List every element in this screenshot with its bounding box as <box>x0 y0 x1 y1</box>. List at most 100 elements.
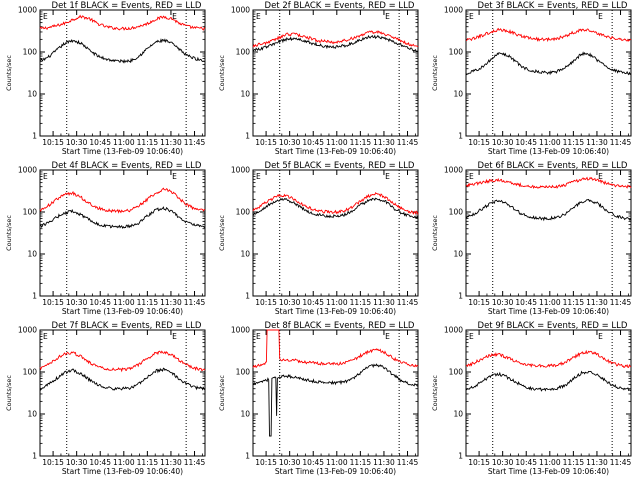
x-tick-label: 11:30 <box>160 298 182 307</box>
x-tick-label: 11:15 <box>137 298 159 307</box>
chart-svg: Det 6f BLACK = Events, RED = LLD 1 10 100 10… <box>431 161 632 316</box>
x-tick-label: 10:30 <box>492 458 514 467</box>
y-tick-label: 1 <box>458 132 463 141</box>
event-marker-label: E <box>172 12 177 21</box>
plot-frame <box>252 329 419 457</box>
y-tick-label: 1 <box>458 452 463 461</box>
chart-svg: Det 8f BLACK = Events, RED = LLD 1 10 100 10… <box>218 321 419 476</box>
x-tick-label: 10:45 <box>89 298 111 307</box>
x-tick-label: 11:45 <box>184 458 206 467</box>
x-tick-label: 11:30 <box>586 138 608 147</box>
x-tick-label: 11:00 <box>539 138 561 147</box>
x-tick-label: 11:00 <box>326 298 348 307</box>
series-line-lld <box>466 349 632 368</box>
x-tick-label: 10:30 <box>492 298 514 307</box>
y-tick-label: 1000 <box>231 166 250 175</box>
x-tick-label: 10:45 <box>302 138 324 147</box>
series-line-lld <box>252 329 419 369</box>
y-axis-label: Counts/sec <box>431 215 439 251</box>
y-tick-label: 10 <box>27 410 37 419</box>
panel-title: Det 2f BLACK = Events, RED = LLD <box>265 1 415 11</box>
y-tick-label: 10 <box>240 410 250 419</box>
panel-title: Det 5f BLACK = Events, RED = LLD <box>265 161 415 171</box>
x-tick-label: 11:45 <box>397 298 419 307</box>
x-tick-label: 10:15 <box>468 138 490 147</box>
y-axis-label: Counts/sec <box>5 55 13 91</box>
y-tick-label: 10 <box>453 250 463 259</box>
x-tick-label: 11:15 <box>563 138 585 147</box>
y-tick-label: 1 <box>245 292 250 301</box>
detector-panel: Det 5f BLACK = Events, RED = LLD 1 10 100 10… <box>213 160 426 320</box>
y-tick-label: 10 <box>453 410 463 419</box>
x-axis-label: Start Time (13-Feb-09 10:06:40) <box>62 307 183 316</box>
x-tick-label: 11:00 <box>326 138 348 147</box>
x-tick-label: 11:45 <box>184 138 206 147</box>
y-tick-label: 100 <box>236 48 251 57</box>
event-marker-label: E <box>43 332 48 341</box>
detector-panel: Det 2f BLACK = Events, RED = LLD 1 10 100 10… <box>213 0 426 160</box>
x-tick-label: 11:30 <box>373 138 395 147</box>
x-tick-label: 11:30 <box>160 458 182 467</box>
x-tick-label: 11:15 <box>563 458 585 467</box>
y-tick-label: 100 <box>23 208 38 217</box>
event-marker-label: E <box>256 332 261 341</box>
event-marker-label: E <box>598 172 603 181</box>
series-line-lld <box>39 350 206 373</box>
x-axis-label: Start Time (13-Feb-09 10:06:40) <box>488 147 609 156</box>
y-axis-label: Counts/sec <box>431 55 439 91</box>
y-tick-label: 100 <box>23 368 38 377</box>
chart-svg: Det 3f BLACK = Events, RED = LLD 1 10 100 10… <box>431 1 632 156</box>
y-tick-label: 100 <box>449 368 464 377</box>
series-line-lld <box>39 187 206 214</box>
plot-frame <box>39 169 206 297</box>
y-tick-label: 1000 <box>231 6 250 15</box>
y-tick-label: 1 <box>32 132 37 141</box>
x-tick-label: 10:15 <box>255 458 277 467</box>
chart-svg: Det 2f BLACK = Events, RED = LLD 1 10 100 10… <box>218 1 419 156</box>
series-line-events <box>39 38 206 64</box>
x-axis-label: Start Time (13-Feb-09 10:06:40) <box>275 307 396 316</box>
y-tick-label: 1 <box>458 292 463 301</box>
series-line-events <box>252 34 419 53</box>
event-marker-label: E <box>172 172 177 181</box>
event-marker-label: E <box>469 332 474 341</box>
x-tick-label: 11:00 <box>113 458 135 467</box>
y-tick-label: 100 <box>236 368 251 377</box>
y-tick-label: 1000 <box>444 166 463 175</box>
event-marker-label: E <box>598 332 603 341</box>
x-tick-label: 11:15 <box>350 138 372 147</box>
chart-svg: Det 9f BLACK = Events, RED = LLD 1 10 100 10… <box>431 321 632 476</box>
series-line-events <box>252 363 419 437</box>
y-axis-label: Counts/sec <box>5 215 13 251</box>
x-tick-label: 11:15 <box>137 138 159 147</box>
x-tick-label: 11:45 <box>184 298 206 307</box>
detector-panel: Det 9f BLACK = Events, RED = LLD 1 10 100 10… <box>426 320 639 480</box>
series-line-events <box>252 197 419 219</box>
series-line-lld <box>465 176 632 190</box>
x-axis-label: Start Time (13-Feb-09 10:06:40) <box>275 467 396 476</box>
x-tick-label: 11:15 <box>350 298 372 307</box>
x-axis-label: Start Time (13-Feb-09 10:06:40) <box>275 147 396 156</box>
plot-frame <box>465 9 632 137</box>
event-marker-label: E <box>385 332 390 341</box>
x-tick-label: 10:45 <box>515 298 537 307</box>
x-tick-label: 10:15 <box>255 138 277 147</box>
chart-svg: Det 7f BLACK = Events, RED = LLD 1 10 100 10… <box>5 321 206 476</box>
x-tick-label: 11:45 <box>397 138 419 147</box>
x-tick-label: 11:30 <box>586 458 608 467</box>
series-line-events <box>465 370 632 392</box>
plot-frame <box>252 9 419 137</box>
y-tick-label: 1000 <box>18 166 37 175</box>
x-tick-label: 11:30 <box>373 458 395 467</box>
y-tick-label: 10 <box>240 250 250 259</box>
x-tick-label: 11:00 <box>113 138 135 147</box>
x-tick-label: 10:30 <box>279 458 301 467</box>
x-tick-label: 10:15 <box>468 458 490 467</box>
x-tick-label: 11:15 <box>563 298 585 307</box>
event-marker-label: E <box>256 12 261 21</box>
panel-title: Det 3f BLACK = Events, RED = LLD <box>478 1 628 11</box>
y-tick-label: 1000 <box>231 326 250 335</box>
x-tick-label: 10:30 <box>279 138 301 147</box>
panel-title: Det 6f BLACK = Events, RED = LLD <box>478 161 628 171</box>
